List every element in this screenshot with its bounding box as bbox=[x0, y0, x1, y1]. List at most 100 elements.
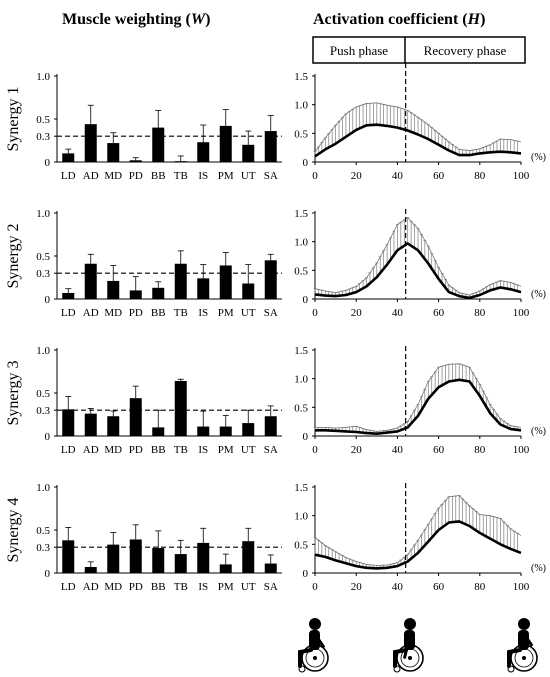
y-tick-label: 0 bbox=[303, 157, 309, 169]
y-tick-label: 0.3 bbox=[36, 542, 50, 554]
bar-MD bbox=[107, 280, 120, 299]
bar-LD bbox=[62, 540, 75, 573]
bar-LD bbox=[62, 153, 75, 162]
x-tick-label: 20 bbox=[351, 444, 363, 456]
y-tick-label: 1.0 bbox=[294, 237, 308, 249]
x-tick-label: 80 bbox=[474, 444, 486, 456]
category-label-BB: BB bbox=[151, 444, 166, 456]
x-unit-label: (%) bbox=[531, 426, 546, 437]
category-label-PM: PM bbox=[218, 444, 234, 456]
sd-envelope bbox=[314, 102, 522, 152]
category-label-UT: UT bbox=[241, 170, 256, 182]
head bbox=[309, 618, 321, 630]
y-tick-label: 0.5 bbox=[36, 525, 50, 537]
bar-BB bbox=[152, 548, 165, 573]
bar-IS bbox=[197, 542, 210, 573]
x-tick-label: 40 bbox=[392, 170, 404, 182]
category-label-MD: MD bbox=[104, 170, 122, 182]
y-tick-label: 0 bbox=[45, 157, 51, 169]
activation-panel-1: 0 0.5 1.0 1.5 0 20 40 60 80 100(%) bbox=[294, 63, 546, 182]
y-tick-label: 0 bbox=[45, 431, 51, 443]
wheelchair-recovery-end-icon bbox=[507, 618, 538, 673]
legs bbox=[393, 648, 408, 668]
y-tick-label: 0 bbox=[303, 294, 309, 306]
bar-PD bbox=[129, 290, 142, 299]
hub bbox=[313, 656, 317, 660]
x-tick-label: 100 bbox=[513, 170, 530, 182]
y-tick-label: 0 bbox=[303, 431, 309, 443]
head bbox=[518, 618, 530, 630]
category-label-PD: PD bbox=[129, 444, 143, 456]
y-tick-label: 1.0 bbox=[36, 71, 50, 83]
x-tick-label: 80 bbox=[474, 307, 486, 319]
weighting-panel-2: Synergy 2 0 0.3 0.5 1.0 LD AD MD PD BB TB IS PM UT SA bbox=[5, 208, 282, 319]
recovery-phase-label: Recovery phase bbox=[424, 43, 507, 58]
category-label-PD: PD bbox=[129, 307, 143, 319]
bar-UT bbox=[242, 144, 255, 162]
category-label-LD: LD bbox=[61, 444, 76, 456]
category-label-BB: BB bbox=[151, 581, 166, 593]
bar-UT bbox=[242, 423, 255, 436]
x-tick-label: 100 bbox=[513, 444, 530, 456]
bar-SA bbox=[264, 416, 277, 436]
category-label-TB: TB bbox=[174, 307, 188, 319]
bar-IS bbox=[197, 278, 210, 299]
category-label-IS: IS bbox=[198, 444, 208, 456]
category-label-AD: AD bbox=[83, 170, 99, 182]
sd-envelope bbox=[314, 495, 522, 566]
bar-MD bbox=[107, 544, 120, 573]
category-label-UT: UT bbox=[241, 444, 256, 456]
x-tick-label: 60 bbox=[433, 444, 445, 456]
x-tick-label: 40 bbox=[392, 581, 404, 593]
bar-LD bbox=[62, 292, 75, 299]
mean-activation-curve bbox=[314, 520, 522, 570]
activation-panel-2: 0 0.5 1.0 1.5 0 20 40 60 80 100(%) bbox=[294, 208, 546, 319]
category-label-SA: SA bbox=[264, 170, 278, 182]
category-label-LD: LD bbox=[61, 307, 76, 319]
category-label-PM: PM bbox=[218, 170, 234, 182]
y-tick-label: 1.0 bbox=[36, 482, 50, 494]
bar-MD bbox=[107, 143, 120, 162]
x-tick-label: 0 bbox=[312, 444, 318, 456]
bar-UT bbox=[242, 541, 255, 573]
activation-panel-4: 0 0.5 1.0 1.5 0 20 40 60 80 100(%) bbox=[294, 482, 546, 593]
x-tick-label: 60 bbox=[433, 581, 445, 593]
category-label-LD: LD bbox=[61, 170, 76, 182]
y-tick-label: 1.5 bbox=[294, 208, 308, 220]
hub bbox=[408, 656, 412, 660]
bar-SA bbox=[264, 563, 277, 573]
category-label-BB: BB bbox=[151, 307, 166, 319]
weighting-panel-1: Synergy 1 0 0.3 0.5 1.0 LD AD MD PD BB TB IS PM UT SA bbox=[5, 71, 282, 182]
y-tick-label: 0.3 bbox=[36, 268, 50, 280]
category-label-LD: LD bbox=[61, 581, 76, 593]
y-tick-label: 1.5 bbox=[294, 482, 308, 494]
push-phase-label: Push phase bbox=[330, 43, 388, 58]
wheelchair-push-start-icon bbox=[298, 618, 329, 673]
x-tick-label: 20 bbox=[351, 581, 363, 593]
category-label-TB: TB bbox=[174, 444, 188, 456]
bar-PM bbox=[219, 426, 232, 436]
weighting-panel-3: Synergy 3 0 0.3 0.5 1.0 LD AD MD PD BB TB IS PM UT SA bbox=[5, 345, 282, 456]
x-tick-label: 0 bbox=[312, 307, 318, 319]
y-tick-label: 0.5 bbox=[294, 128, 308, 140]
bar-BB bbox=[152, 287, 165, 299]
y-tick-label: 1.0 bbox=[36, 345, 50, 357]
x-unit-label: (%) bbox=[531, 289, 546, 300]
bar-AD bbox=[84, 566, 97, 573]
activation-coefficient-header: Activation coefficient (H) bbox=[313, 11, 485, 28]
category-label-MD: MD bbox=[104, 444, 122, 456]
bar-IS bbox=[197, 142, 210, 162]
bar-TB bbox=[174, 161, 187, 162]
bar-AD bbox=[84, 413, 97, 436]
category-label-PM: PM bbox=[218, 581, 234, 593]
bar-LD bbox=[62, 409, 75, 436]
category-label-AD: AD bbox=[83, 444, 99, 456]
category-label-PM: PM bbox=[218, 307, 234, 319]
bar-AD bbox=[84, 124, 97, 162]
y-tick-label: 1.0 bbox=[294, 374, 308, 386]
x-tick-label: 40 bbox=[392, 444, 404, 456]
category-label-AD: AD bbox=[83, 581, 99, 593]
arm bbox=[403, 632, 412, 659]
synergy-4-label: Synergy 4 bbox=[5, 497, 22, 562]
